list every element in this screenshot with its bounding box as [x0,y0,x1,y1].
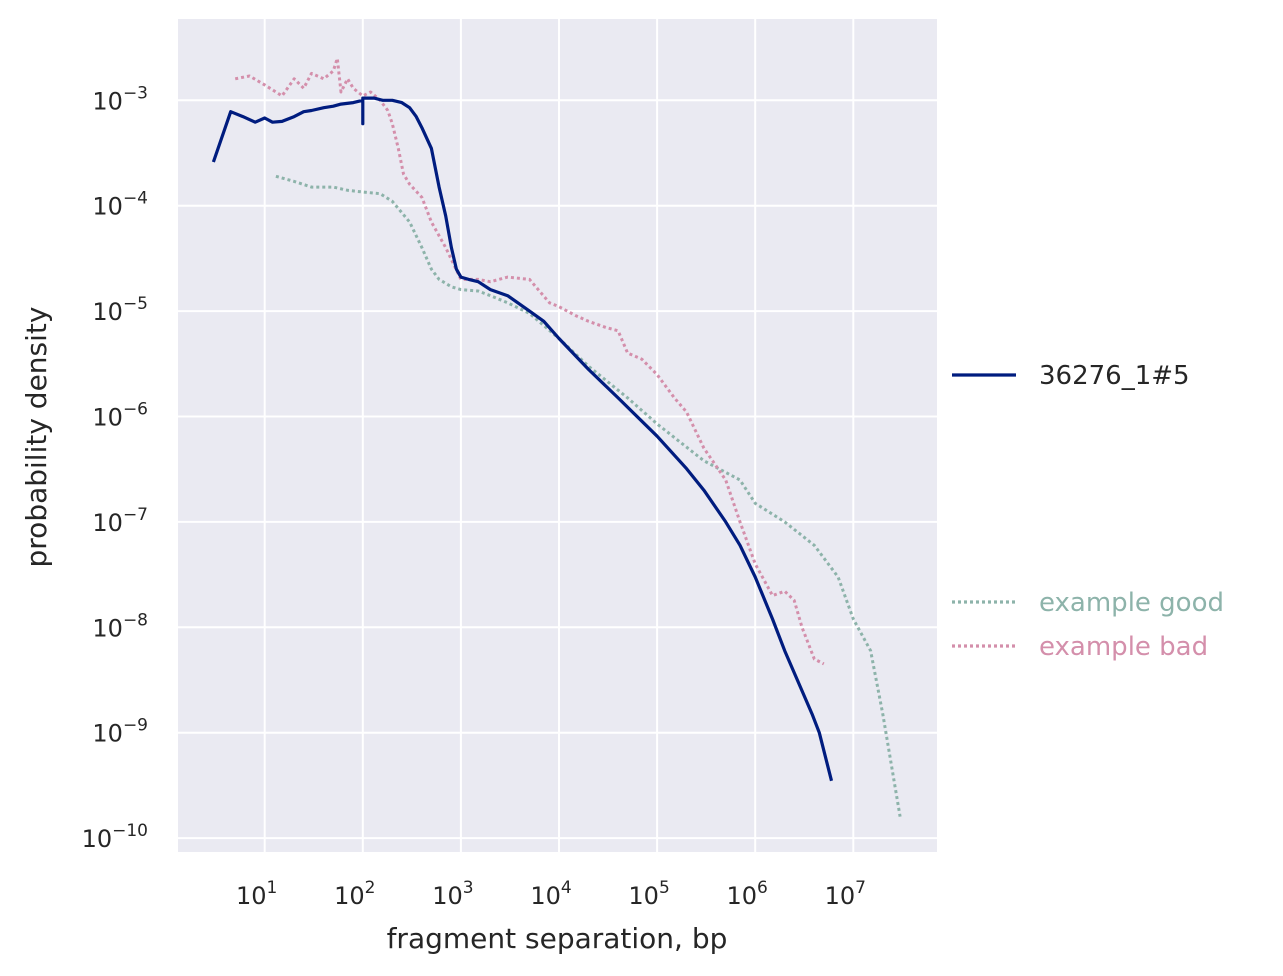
series-line-36276-1-5 [211,96,834,782]
y-tick-label: 10−9 [92,716,148,748]
legend-label: example bad [1039,632,1208,662]
y-axis-title: probability density [20,307,53,568]
plot-background [178,19,937,852]
series-line-example-good [275,174,902,817]
y-tick-label: 10−5 [92,294,148,326]
legend-label: 36276_1#5 [1039,361,1190,391]
y-tick-label: 10−8 [92,610,148,642]
x-axis-title: fragment separation, bp [387,922,728,955]
x-tick-label: 105 [628,878,669,910]
series-layer [211,56,902,817]
y-tick-label: 10−3 [92,83,148,115]
x-tick-labels: 101 102 103 104 105 106 107 [236,878,866,910]
x-tick-label: 106 [727,878,768,910]
x-tick-label: 102 [334,878,375,910]
y-tick-label: 10−10 [82,821,148,853]
x-tick-label: 104 [530,878,571,910]
x-tick-label: 101 [236,878,277,910]
y-tick-label: 10−7 [92,505,148,537]
y-tick-label: 10−4 [92,189,148,221]
x-tick-label: 103 [432,878,473,910]
y-tick-labels: 10−3 10−4 10−5 10−6 10−7 10−8 10−9 10−10 [82,83,148,853]
x-tick-label: 107 [825,878,866,910]
y-tick-label: 10−6 [92,400,148,432]
legend-label: example good [1039,588,1224,618]
